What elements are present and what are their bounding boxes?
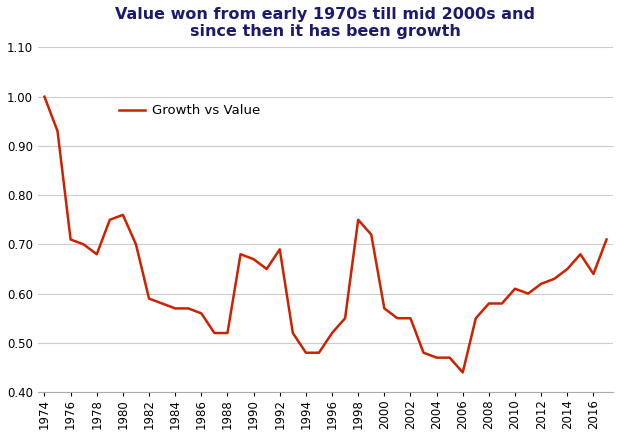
Title: Value won from early 1970s till mid 2000s and
since then it has been growth: Value won from early 1970s till mid 2000… (115, 7, 536, 39)
Growth vs Value (67, 237, 74, 242)
Growth vs Value (41, 94, 48, 99)
Growth vs Value (446, 355, 453, 360)
Growth vs Value (498, 301, 506, 306)
Growth vs Value (564, 266, 571, 272)
Growth vs Value (211, 330, 218, 336)
Growth vs Value (289, 330, 296, 336)
Growth vs Value (158, 301, 166, 306)
Growth vs Value (420, 350, 427, 355)
Growth vs Value (512, 286, 519, 291)
Growth vs Value (381, 306, 388, 311)
Growth vs Value (538, 281, 545, 286)
Growth vs Value (577, 252, 584, 257)
Growth vs Value (329, 330, 336, 336)
Growth vs Value (119, 212, 126, 218)
Growth vs Value (433, 355, 440, 360)
Growth vs Value (342, 316, 349, 321)
Growth vs Value (198, 311, 205, 316)
Growth vs Value (394, 316, 401, 321)
Growth vs Value (551, 276, 558, 282)
Growth vs Value (93, 252, 100, 257)
Growth vs Value (54, 129, 61, 134)
Growth vs Value (237, 252, 244, 257)
Growth vs Value (407, 316, 414, 321)
Growth vs Value (276, 247, 283, 252)
Growth vs Value (302, 350, 309, 355)
Growth vs Value (590, 271, 597, 276)
Growth vs Value (485, 301, 493, 306)
Growth vs Value (368, 232, 375, 237)
Growth vs Value (525, 291, 532, 296)
Growth vs Value (355, 217, 362, 222)
Growth vs Value (250, 256, 257, 262)
Growth vs Value (132, 242, 140, 247)
Growth vs Value (263, 266, 270, 272)
Growth vs Value (185, 306, 192, 311)
Growth vs Value (106, 217, 113, 222)
Growth vs Value (224, 330, 231, 336)
Legend: Growth vs Value: Growth vs Value (113, 99, 265, 123)
Growth vs Value (472, 316, 479, 321)
Growth vs Value (172, 306, 179, 311)
Growth vs Value (80, 242, 87, 247)
Growth vs Value (459, 370, 466, 375)
Growth vs Value (603, 237, 610, 242)
Line: Growth vs Value: Growth vs Value (45, 97, 606, 372)
Growth vs Value (145, 296, 153, 301)
Growth vs Value (315, 350, 322, 355)
